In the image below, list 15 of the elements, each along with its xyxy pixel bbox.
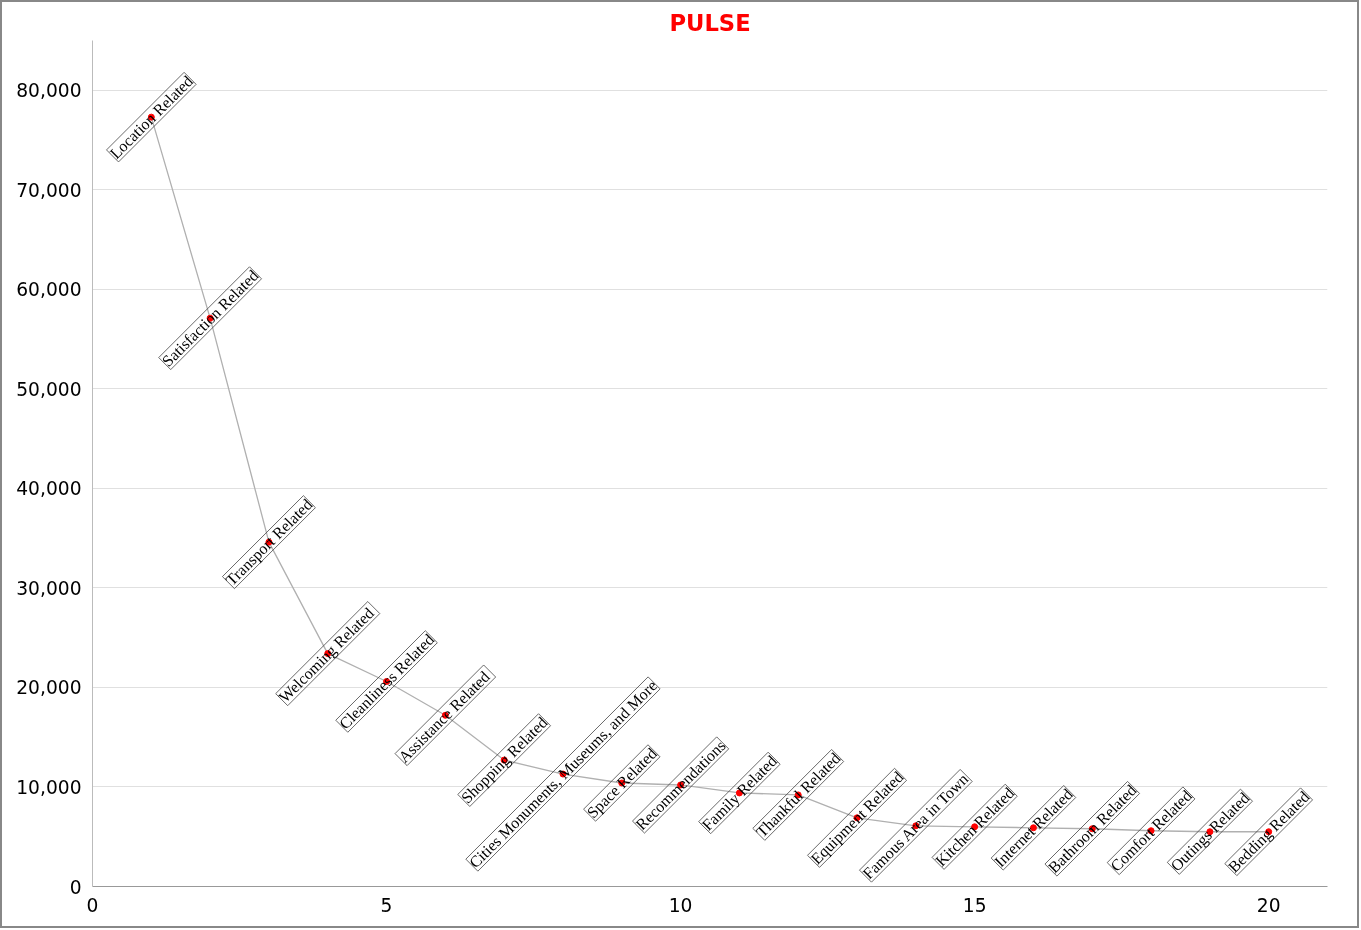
- y-tick-label: 30,000: [16, 577, 82, 599]
- y-tick-label: 60,000: [16, 279, 82, 301]
- y-tick-label: 70,000: [16, 179, 82, 201]
- chart-title: PULSE: [669, 9, 751, 36]
- x-tick-label: 20: [1256, 894, 1281, 916]
- y-tick-label: 80,000: [16, 80, 82, 102]
- y-tick-label: 50,000: [16, 378, 82, 400]
- x-tick-label: 5: [380, 894, 393, 916]
- y-tick-label: 0: [69, 876, 82, 898]
- y-tick-label: 20,000: [16, 677, 82, 699]
- y-tick-label: 10,000: [16, 776, 82, 798]
- x-tick-label: 10: [668, 894, 693, 916]
- x-tick-label: 15: [962, 894, 987, 916]
- x-tick-label: 0: [86, 894, 99, 916]
- y-tick-label: 40,000: [16, 478, 82, 500]
